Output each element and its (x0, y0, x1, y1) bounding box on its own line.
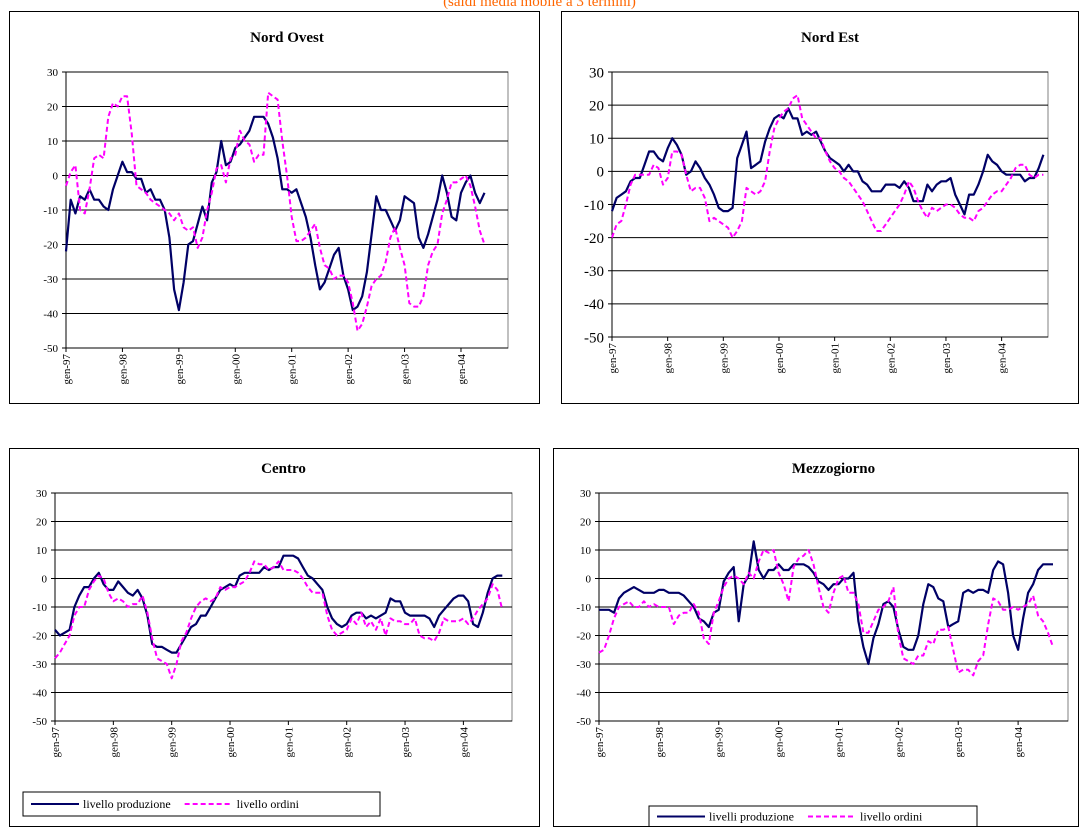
mezzogiorno-legend-box (648, 805, 978, 826)
centro-y-tick-label: -30 (32, 659, 47, 671)
nord-est-y-tick-label: 20 (589, 98, 604, 114)
nord-est-y-tick-label: -30 (584, 264, 604, 280)
mezzogiorno-x-tick-label: gen-01 (833, 727, 845, 758)
centro-x-tick-label: gen-00 (225, 727, 237, 758)
nord-est-x-tick-label: gen-02 (885, 343, 897, 374)
mezzogiorno-series-solid-line (599, 540, 1053, 666)
centro-x-tick-label: gen-98 (108, 727, 120, 758)
mezzogiorno-y-tick-label: 0 (586, 573, 592, 585)
centro-legend-label: livello ordini (237, 797, 300, 811)
mezzogiorno-x-tick-label: gen-03 (953, 727, 965, 758)
mezzogiorno-legend-label: livelli produzione (709, 810, 794, 824)
nord-est-y-tick-label: -50 (584, 330, 604, 346)
nord-est-y-tick-label: -40 (584, 297, 604, 313)
mezzogiorno-y-tick-label: 30 (580, 488, 592, 500)
centro-x-tick-label: gen-97 (50, 727, 62, 758)
mezzogiorno-x-tick-label: gen-02 (893, 727, 905, 758)
centro-x-tick-label: gen-99 (167, 727, 179, 758)
mezzogiorno-legend-label: livello ordini (860, 810, 923, 824)
chart-panel-centro: Centro 30 20 10 0 -10 -20 -30 -40 -50 gen-97 gen-98… (9, 448, 540, 827)
mezzogiorno-x-tick-label: gen-04 (1013, 727, 1025, 758)
centro-y-tick-label: 10 (36, 545, 48, 557)
mezzogiorno-x-tick-label: gen-97 (594, 727, 606, 758)
mezzogiorno-y-tick-label: 10 (580, 545, 592, 557)
nord-est-y-tick-label: 10 (589, 132, 604, 148)
nord-ovest-y-tick-label: -10 (43, 205, 58, 217)
centro-x-tick-label: gen-03 (400, 727, 412, 758)
nord-est-x-tick-label: gen-04 (997, 343, 1009, 374)
mezzogiorno-y-tick-label: -30 (576, 659, 591, 671)
nord-ovest-chart-title: Nord Ovest (250, 30, 324, 46)
mezzogiorno-chart-title: Mezzogiorno (792, 461, 875, 477)
centro-x-tick-label: gen-04 (458, 727, 470, 758)
nord-est-x-tick-label: gen-03 (941, 343, 953, 374)
nord-ovest-y-tick-label: -20 (43, 239, 58, 251)
nord-ovest-y-tick-label: 10 (47, 136, 59, 148)
mezzogiorno-legend: livelli produzione livello ordini (648, 805, 978, 826)
nord-est-x-tick-label: gen-01 (830, 343, 842, 374)
centro-legend-label: livello produzione (83, 797, 171, 811)
centro-chart-title: Centro (261, 461, 306, 477)
nord-est-x-tick-label: gen-00 (774, 343, 786, 374)
centro-y-tick-label: -10 (32, 602, 47, 614)
nord-est-y-tick-label: 30 (589, 65, 604, 81)
nord-ovest-x-tick-label: gen-01 (287, 354, 299, 385)
mezzogiorno-x-tick-label: gen-98 (654, 727, 666, 758)
mezzogiorno-y-tick-label: -40 (576, 687, 591, 699)
nord-ovest-x-tick-label: gen-97 (61, 354, 73, 385)
mezzogiorno-y-tick-label: -50 (576, 716, 591, 728)
centro-x-tick-label: gen-02 (342, 727, 354, 758)
nord-ovest-y-tick-label: 20 (47, 101, 59, 113)
nord-est-y-tick-label: -10 (584, 198, 604, 214)
nord-ovest-y-tick-label: -40 (43, 308, 58, 320)
nord-est-chart-title: Nord Est (801, 30, 859, 46)
chart-panel-mezzogiorno: Mezzogiorno 30 20 10 0 -10 -20 -30 -40 -50 gen-97 g… (553, 448, 1079, 827)
nord-est-x-tick-label: gen-98 (663, 343, 675, 374)
centro-y-tick-label: -40 (32, 687, 47, 699)
nord-ovest-x-tick-label: gen-00 (230, 354, 242, 385)
nord-est-x-tick-label: gen-97 (607, 343, 619, 374)
nord-ovest-x-tick-label: gen-02 (343, 354, 355, 385)
mezzogiorno-x-tick-label: gen-99 (714, 727, 726, 758)
mezzogiorno-x-tick-label: gen-00 (774, 727, 786, 758)
nord-ovest-x-tick-label: gen-04 (456, 354, 468, 385)
nord-ovest-series-solid-line (64, 115, 486, 312)
nord-est-series-dashed-line (611, 94, 1044, 239)
nord-ovest-x-tick-label: gen-03 (400, 354, 412, 385)
mezzogiorno-series-dashed-line (598, 549, 1054, 677)
nord-ovest-y-tick-label: -50 (43, 343, 58, 355)
centro-series-solid-line (54, 554, 503, 654)
centro-legend: livello produzione livello ordini (22, 791, 381, 817)
mezzogiorno-y-tick-label: -20 (576, 630, 591, 642)
page-title-partial: (saldi media mobile a 3 termini) (443, 0, 636, 10)
nord-ovest-series-dashed-line (65, 91, 486, 332)
centro-y-tick-label: 0 (42, 573, 48, 585)
nord-ovest-x-tick-label: gen-99 (174, 354, 186, 385)
centro-x-tick-label: gen-01 (283, 727, 295, 758)
nord-ovest-x-tick-label: gen-98 (117, 354, 129, 385)
mezzogiorno-y-tick-label: -10 (576, 602, 591, 614)
mezzogiorno-y-tick-label: 20 (580, 516, 592, 528)
chart-panel-nord-est: Nord Est 30 20 10 0 -10 -20 -30 -40 -50 gen-97 gen-… (561, 11, 1079, 404)
centro-series-dashed-line (54, 560, 504, 680)
nord-est-y-tick-label: -20 (584, 231, 604, 247)
nord-est-x-tick-label: gen-99 (718, 343, 730, 374)
centro-y-tick-label: -50 (32, 716, 47, 728)
centro-y-tick-label: 30 (36, 488, 48, 500)
centro-y-tick-label: -20 (32, 630, 47, 642)
centro-y-tick-label: 20 (36, 516, 48, 528)
nord-ovest-y-tick-label: 30 (47, 67, 59, 79)
nord-ovest-y-tick-label: 0 (53, 170, 59, 182)
nord-est-y-tick-label: 0 (597, 165, 605, 181)
nord-ovest-y-tick-label: -30 (43, 274, 58, 286)
chart-panel-nord-ovest: Nord Ovest 30 20 10 0 -10 -20 -30 -40 -50 gen-97 ge… (9, 11, 540, 404)
